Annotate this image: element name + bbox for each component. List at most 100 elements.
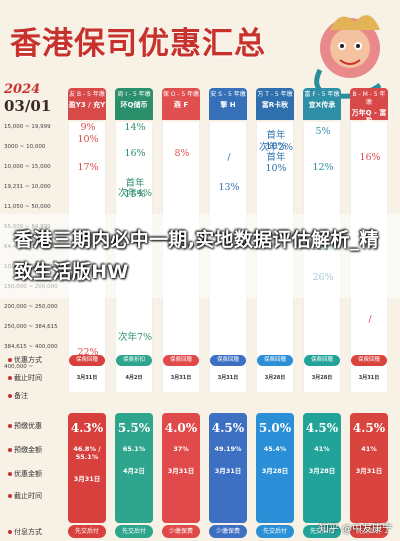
- deadline-text: 3月28日: [264, 375, 286, 381]
- column-header: 万 T - 5 年缴 富R卡秋: [256, 88, 294, 120]
- rate-value: 首年10%: [265, 130, 287, 152]
- rate-value: 14%: [124, 122, 146, 133]
- watermark: 知乎 @中友康宁: [318, 524, 392, 535]
- discount-rate: 65.1%: [122, 445, 146, 453]
- deadline-text: 4月2日: [125, 375, 143, 381]
- offer-type-pill: 保费回赠: [69, 355, 105, 366]
- lower-row-label: 截止时间: [4, 491, 68, 501]
- deadline-text: 3月31日: [217, 375, 239, 381]
- row-label: 10,000 ~ 15,000: [4, 164, 51, 170]
- payment-method-pill: 少缴保费: [162, 525, 200, 538]
- lower-row-label: 优惠方式: [4, 355, 68, 365]
- rate-value: 9%: [80, 122, 96, 133]
- rate-value: 次年2%: [258, 142, 294, 153]
- discount-rate: 37%: [173, 445, 189, 453]
- prepay-rate: 5.0%: [258, 421, 292, 435]
- deadline-text: 3月31日: [170, 375, 192, 381]
- prepay-rate: 5.5%: [117, 421, 151, 435]
- lower-row-label: 预缴优惠: [4, 421, 68, 431]
- date-box: 2024 03/01: [4, 82, 62, 124]
- rate-value: 17%: [77, 162, 99, 173]
- column-header-line2: 万年Q - 富盈: [351, 109, 387, 125]
- row-label: 200,000 ~ 250,000: [4, 304, 58, 310]
- offer-type-pill: 保费回赠: [257, 355, 293, 366]
- column-header-line2: 盈Y3 / 充Y: [68, 101, 106, 109]
- bullet-icon: [8, 472, 12, 476]
- rate-value: 10%: [77, 134, 99, 145]
- lower-row-label: 预缴金额: [4, 445, 68, 455]
- lower-row-label: 付息方式: [4, 527, 68, 537]
- bullet-icon: [8, 530, 12, 534]
- prepay-rate-card: 4.5% 49.19% 3月31日: [209, 413, 247, 523]
- rate-value: 5%: [315, 126, 331, 137]
- overlay-banner-text: 香港三期内必中一期,实地数据评估解析_精致生活版HW: [14, 229, 379, 283]
- column-header-line2: 燕 F: [173, 101, 189, 109]
- date-year: 2024: [4, 82, 41, 97]
- column-header-line2: 富R卡秋: [261, 101, 289, 109]
- lower-row-text: 备注: [14, 392, 28, 400]
- prepay-rate-card: 5.0% 45.4% 3月28日: [256, 413, 294, 523]
- deadline-text: 3月28日: [311, 375, 333, 381]
- row-label: 400,000 ~: [4, 364, 34, 370]
- discount-rate: 46.8% / 55.1%: [73, 445, 101, 461]
- column-header: 友 B - 5 年缴 盈Y3 / 充Y: [68, 88, 106, 120]
- lower-row-label: 优惠金额: [4, 469, 68, 479]
- column-header: 富 F - 5 年缴 宜X传承: [303, 88, 341, 120]
- column-header: 保 O - 5 年缴燕 F: [162, 88, 200, 120]
- row-label: 250,000 ~ 384,615: [4, 324, 58, 330]
- row-label: 19,231 ~ 10,000: [4, 184, 51, 190]
- lower-row-text: 截止时间: [14, 374, 42, 382]
- lower-row-text: 预缴金额: [14, 446, 42, 454]
- column-header-line1: 安 S - 5 年缴: [210, 91, 246, 98]
- column-header-line1: 友 B - 5 年缴: [69, 91, 105, 98]
- lower-row-text: 优惠方式: [14, 356, 42, 364]
- column-header: 安 S - 5 年缴擎 H: [209, 88, 247, 120]
- column-header: 周 I - 5 年缴 环Q储币: [115, 88, 153, 120]
- offer-type-pill: 保费回赠: [351, 355, 387, 366]
- bullet-icon: [8, 376, 12, 380]
- rate-value: 12%: [312, 162, 334, 173]
- column-header-line1: B - M - 5 年缴: [352, 91, 386, 106]
- rate-value: 8%: [174, 148, 190, 159]
- rate-value: /: [227, 152, 231, 163]
- rate-value: 首年15%: [124, 178, 146, 200]
- prepay-rate-card: 4.0% 37% 3月31日: [162, 413, 200, 523]
- bullet-icon: [8, 448, 12, 452]
- rate-value: 13%: [218, 182, 240, 193]
- prepay-rate: 4.3%: [70, 421, 104, 435]
- lower-row-label: 备注: [4, 391, 68, 401]
- lower-row-text: 预缴优惠: [14, 422, 42, 430]
- payment-method-pill: 先交后付: [115, 525, 153, 538]
- column-header: B - M - 5 年缴 万年Q - 富盈: [350, 88, 388, 125]
- payment-method-pill: 先交后付: [303, 525, 341, 538]
- column-headers: 友 B - 5 年缴 盈Y3 / 充Y 周 I - 5 年缴 环Q储币保 O - 5 …: [68, 88, 396, 125]
- prepay-rate-card: 4.3% 46.8% / 55.1% 3月31日: [68, 413, 106, 523]
- prepay-rate: 4.5%: [352, 421, 386, 435]
- deadline-text: 3月31日: [76, 375, 98, 381]
- offer-type-pill: 保费回赠: [210, 355, 246, 366]
- bullet-icon: [8, 494, 12, 498]
- offer-type-pill: 保费回赠: [304, 355, 340, 366]
- prepay-rate: 4.0%: [164, 421, 198, 435]
- column-header-line2: 宜X传承: [308, 101, 336, 109]
- rate-value: 16%: [124, 148, 146, 159]
- prepay-rate-card: 5.5% 65.1% 4月2日: [115, 413, 153, 523]
- row-label: 384,615 ~ 400,000: [4, 344, 58, 350]
- discount-rate: 45.4%: [263, 445, 287, 453]
- date-day: 03/01: [4, 97, 52, 115]
- discount-rate: 41%: [314, 445, 330, 453]
- bullet-icon: [8, 394, 12, 398]
- card-deadline: 3月28日: [261, 467, 289, 475]
- discount-rate: 41%: [361, 445, 377, 453]
- card-deadline: 3月28日: [308, 467, 336, 475]
- page-title: 香港保司优惠汇总: [10, 26, 266, 62]
- page-title-area: 香港保司优惠汇总: [10, 18, 310, 66]
- card-deadline: 3月31日: [73, 475, 101, 483]
- row-label: 11,050 ~ 50,000: [4, 204, 51, 210]
- payment-method-pill: 先交后付: [68, 525, 106, 538]
- column-header-line2: 环Q储币: [120, 101, 148, 109]
- rate-value: /: [368, 314, 372, 325]
- lower-row-text: 优惠金额: [14, 470, 42, 478]
- row-label: 15,000 ~ 19,999: [4, 124, 51, 130]
- rate-value: 22%: [77, 347, 99, 358]
